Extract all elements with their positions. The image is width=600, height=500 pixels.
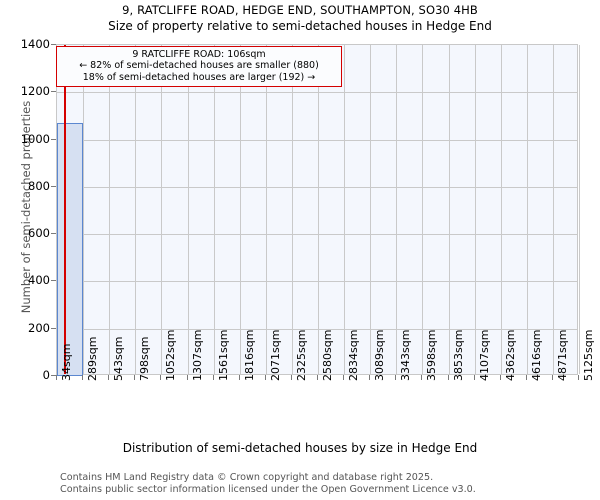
x-tick-mark — [290, 375, 292, 380]
y-tick-mark — [51, 44, 56, 45]
y-tick-label: 800 — [28, 178, 50, 193]
y-tick-label: 1400 — [20, 37, 50, 51]
gridline-vertical — [291, 45, 293, 374]
y-tick-mark — [51, 185, 56, 187]
x-tick-mark — [395, 375, 397, 380]
gridline-vertical — [161, 45, 163, 374]
x-tick-mark — [212, 375, 214, 380]
x-tick-mark — [578, 375, 579, 380]
gridline-vertical — [370, 45, 372, 374]
gridline-vertical — [448, 45, 450, 374]
x-tick-mark — [343, 375, 345, 380]
x-tick-label: 2071sqm — [268, 329, 282, 381]
plot-area — [56, 44, 580, 376]
gridline-vertical — [422, 45, 424, 374]
chart-title-address: 9, RATCLIFFE ROAD, HEDGE END, SOUTHAMPTO… — [122, 3, 478, 17]
x-tick-label: 4616sqm — [529, 329, 543, 381]
gridline-horizontal — [57, 186, 577, 188]
x-tick-label: 1307sqm — [190, 329, 204, 381]
x-tick-mark — [238, 375, 240, 380]
x-tick-label: 543sqm — [112, 336, 126, 381]
gridline-vertical — [500, 45, 502, 374]
footer-line-1: Contains HM Land Registry data © Crown c… — [60, 472, 434, 483]
gridline-vertical — [396, 45, 398, 374]
x-tick-mark — [473, 375, 475, 380]
gridline-horizontal — [57, 281, 577, 283]
x-tick-mark — [82, 375, 84, 380]
x-tick-label: 2834sqm — [347, 329, 361, 381]
y-tick-label: 0 — [42, 368, 50, 382]
y-tick-label: 1000 — [20, 131, 50, 146]
gridline-horizontal — [57, 328, 577, 330]
annotation-larger: 18% of semi-detached houses are larger (… — [82, 71, 316, 83]
x-tick-label: 4107sqm — [477, 329, 491, 381]
x-tick-label: 1561sqm — [216, 329, 230, 381]
y-tick-label: 200 — [28, 320, 50, 335]
gridline-vertical — [239, 45, 241, 374]
annotation-box: 9 RATCLIFFE ROAD: 106sqm ← 82% of semi-d… — [56, 46, 342, 88]
gridline-vertical — [83, 45, 85, 374]
x-tick-label: 2325sqm — [294, 329, 308, 381]
y-tick-mark — [51, 327, 56, 329]
annotation-smaller: ← 82% of semi-detached houses are smalle… — [79, 60, 319, 72]
gridline-vertical — [135, 45, 137, 374]
y-tick-mark — [51, 91, 56, 93]
bar — [57, 122, 84, 376]
gridline-vertical — [213, 45, 215, 374]
chart-title-subtitle: Size of property relative to semi-detach… — [108, 19, 492, 33]
x-tick-label: 1816sqm — [242, 329, 256, 381]
annotation-property-size: 9 RATCLIFFE ROAD: 106sqm — [132, 49, 266, 60]
gridline-horizontal — [57, 92, 577, 94]
x-tick-label: 4871sqm — [555, 329, 569, 381]
y-tick-mark — [51, 138, 56, 140]
gridline-vertical — [579, 45, 580, 374]
gridline-vertical — [109, 45, 111, 374]
y-tick-mark — [51, 280, 56, 282]
gridline-vertical — [526, 45, 528, 374]
x-tick-mark — [108, 375, 110, 380]
x-tick-mark — [369, 375, 371, 380]
gridline-horizontal — [57, 139, 577, 141]
x-tick-mark — [551, 375, 553, 380]
x-tick-label: 3343sqm — [399, 329, 413, 381]
x-tick-mark — [525, 375, 527, 380]
gridline-horizontal — [57, 234, 577, 236]
gridline-vertical — [318, 45, 320, 374]
property-marker-line — [64, 45, 66, 374]
gridline-vertical — [265, 45, 267, 374]
x-tick-label: 1052sqm — [164, 329, 178, 381]
y-tick-label: 1200 — [20, 84, 50, 99]
x-tick-mark — [421, 375, 423, 380]
x-tick-label: 289sqm — [86, 336, 100, 381]
x-axis-title: Distribution of semi-detached houses by … — [122, 441, 478, 455]
gridline-vertical — [344, 45, 346, 374]
x-tick-label: 798sqm — [138, 336, 152, 381]
gridline-vertical — [474, 45, 476, 374]
y-tick-label: 600 — [28, 226, 50, 241]
gridline-vertical — [552, 45, 554, 374]
x-tick-label: 3089sqm — [373, 329, 387, 381]
x-tick-mark — [447, 375, 449, 380]
y-tick-mark — [51, 375, 56, 376]
x-tick-label: 3853sqm — [451, 329, 465, 381]
gridline-vertical — [187, 45, 189, 374]
x-tick-mark — [264, 375, 266, 380]
x-tick-label: 2580sqm — [321, 329, 335, 381]
x-tick-mark — [499, 375, 501, 380]
footer-line-2: Contains public sector information licen… — [60, 483, 476, 495]
x-tick-mark — [317, 375, 319, 380]
x-tick-mark — [160, 375, 162, 380]
x-tick-mark — [134, 375, 136, 380]
x-tick-mark — [56, 375, 57, 380]
x-tick-label: 3598sqm — [425, 329, 439, 381]
x-tick-label: 5125sqm — [582, 329, 595, 381]
x-tick-label: 34sqm — [60, 343, 73, 381]
x-tick-label: 4362sqm — [503, 329, 517, 381]
footer-attribution: Contains HM Land Registry data © Crown c… — [60, 472, 476, 495]
x-tick-mark — [186, 375, 188, 380]
y-tick-mark — [51, 233, 56, 235]
y-tick-label: 400 — [28, 273, 50, 288]
